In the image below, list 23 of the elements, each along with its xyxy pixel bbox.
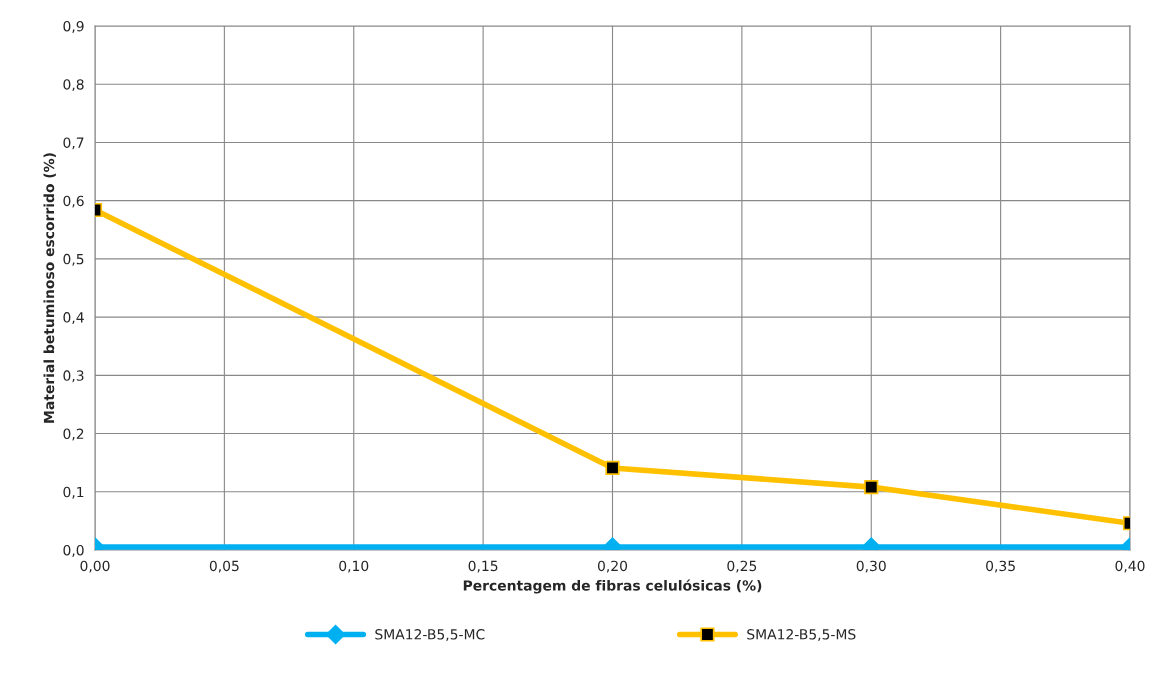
x-tick-label: 0,20 <box>597 560 628 573</box>
legend-label: SMA12-B5,5-MC <box>375 629 485 641</box>
y-tick-label: 0,0 <box>63 544 84 557</box>
y-tick-label: 0,5 <box>63 253 84 266</box>
x-tick-label: 0,25 <box>727 560 757 573</box>
x-tick-label: 0,40 <box>1115 560 1145 573</box>
y-tick-label: 0,4 <box>63 312 84 324</box>
y-axis-title: Material betuminoso escorrido (%) <box>43 153 56 423</box>
y-tick-label: 0,6 <box>63 195 84 208</box>
x-axis-title: Percentagem de fibras celulósicas (%) <box>463 579 762 594</box>
y-tick-label: 0,8 <box>63 79 84 92</box>
x-tick-label: 0,30 <box>856 560 886 573</box>
y-tick-label: 0,1 <box>63 486 84 499</box>
x-tick-label: 0,10 <box>339 560 369 573</box>
legend-label: SMA12-B5,5-MS <box>747 629 856 641</box>
x-tick-label: 0,35 <box>986 560 1015 573</box>
x-tick-label: 0,15 <box>468 560 498 573</box>
y-tick-label: 0,3 <box>63 370 84 383</box>
y-tick-label: 0,2 <box>63 428 84 441</box>
y-tick-label: 0,9 <box>63 20 84 33</box>
y-tick-label: 0,7 <box>63 137 84 150</box>
x-tick-label: 0,00 <box>80 560 110 573</box>
x-tick-label: 0,05 <box>209 560 239 573</box>
